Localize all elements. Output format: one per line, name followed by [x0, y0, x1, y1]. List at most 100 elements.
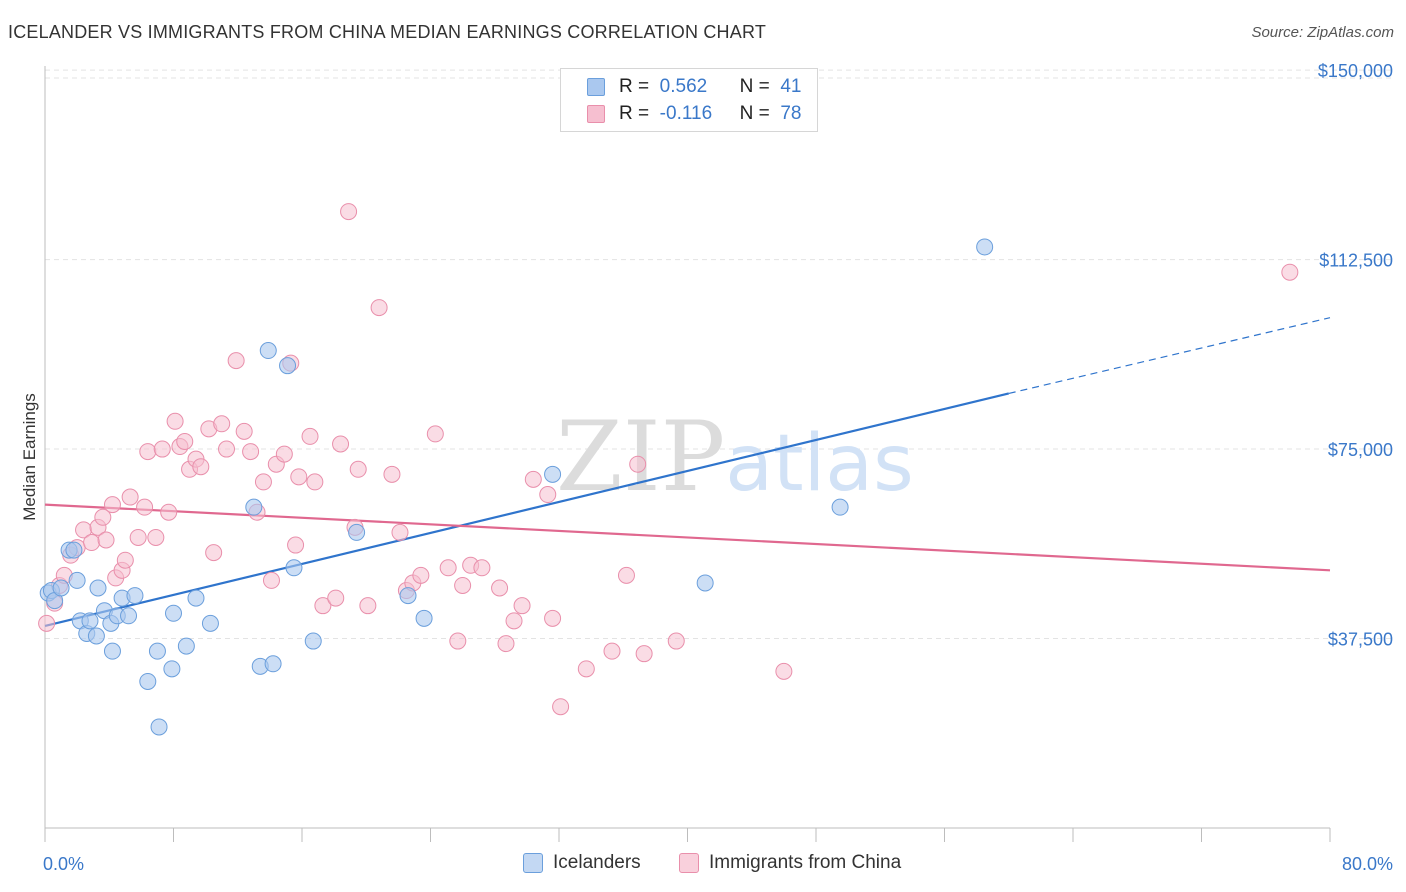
immigrants-point — [439, 559, 457, 577]
icelanders-points — [39, 238, 994, 736]
immigrants-point — [290, 468, 308, 486]
immigrants-point — [218, 440, 236, 458]
immigrants-point — [160, 503, 178, 521]
chart-source: Source: ZipAtlas.com — [1251, 24, 1394, 41]
watermark-atlas: atlas — [725, 419, 914, 509]
series-label-immigrants: Immigrants from China — [709, 852, 902, 873]
immigrants-point — [166, 412, 184, 430]
immigrants-point — [426, 425, 444, 443]
immigrants-point — [227, 352, 245, 370]
icelanders-point — [126, 587, 144, 605]
immigrants-point — [205, 544, 223, 562]
immigrants-point — [153, 440, 171, 458]
immigrants-point — [349, 460, 367, 478]
immigrants-point — [306, 473, 324, 491]
immigrants-point — [332, 435, 350, 453]
icelanders-point — [415, 609, 433, 627]
immigrants-point — [775, 662, 793, 680]
immigrants-point — [617, 566, 635, 584]
immigrants-point — [505, 612, 523, 630]
legend-r-value: -0.116 — [659, 103, 713, 124]
icelanders-point — [245, 498, 263, 516]
icelanders-point — [65, 541, 83, 559]
icelanders-point — [259, 342, 277, 360]
legend-n-label: N = — [739, 76, 770, 97]
icelanders-point — [150, 718, 168, 736]
immigrants-point — [667, 632, 685, 650]
immigrants-point — [635, 645, 653, 663]
immigrants-point — [454, 576, 472, 594]
immigrants-point — [577, 660, 595, 678]
icelanders-point — [279, 357, 297, 375]
icelanders-trend-extension — [1008, 317, 1331, 395]
y-tick-label: $75,000 — [1328, 440, 1393, 460]
legend-n-label: N = — [739, 103, 770, 124]
icelanders-point — [831, 498, 849, 516]
icelanders-point — [696, 574, 714, 592]
immigrants-point — [391, 523, 409, 541]
series-legend: Icelanders Immigrants from China — [0, 852, 1406, 878]
legend-swatch-pink — [587, 105, 605, 123]
y-tick-label: $112,500 — [1319, 251, 1393, 271]
icelanders-point — [348, 523, 366, 541]
icelanders-point — [68, 571, 86, 589]
immigrants-point — [83, 534, 101, 552]
immigrants-point — [412, 566, 430, 584]
legend-swatch-blue — [587, 78, 605, 96]
icelanders-point — [163, 660, 181, 678]
immigrants-point — [473, 559, 491, 577]
immigrants-point — [524, 470, 542, 488]
icelanders-point — [304, 632, 322, 650]
immigrants-point — [513, 597, 531, 615]
y-tick-label: $37,500 — [1328, 630, 1393, 650]
series-swatch-blue — [523, 853, 543, 873]
series-legend-icelanders[interactable]: Icelanders — [523, 852, 641, 874]
immigrants-point — [629, 455, 647, 473]
immigrants-trend-line — [44, 503, 1331, 572]
immigrants-point — [235, 422, 253, 440]
legend-row-immigrants: R = -0.116 N = 78 — [587, 102, 801, 126]
icelanders-point — [187, 589, 205, 607]
icelanders-point — [103, 642, 121, 660]
icelanders-point — [201, 614, 219, 632]
legend-r-label: R = — [619, 76, 650, 97]
immigrants-point — [38, 614, 56, 632]
icelanders-point — [87, 627, 105, 645]
immigrants-point — [176, 432, 194, 450]
series-label-icelanders: Icelanders — [553, 852, 641, 873]
series-legend-immigrants[interactable]: Immigrants from China — [679, 852, 901, 874]
immigrants-point — [287, 536, 305, 554]
immigrants-point — [301, 427, 319, 445]
immigrants-point — [136, 498, 154, 516]
icelanders-point — [52, 579, 70, 597]
immigrants-point — [242, 443, 260, 461]
immigrants-point — [97, 531, 115, 549]
x-tick-label: 80.0% — [1342, 854, 1393, 874]
icelanders-point — [148, 642, 166, 660]
immigrants-point — [359, 597, 377, 615]
icelanders-point — [177, 637, 195, 655]
immigrants-point — [147, 528, 165, 546]
immigrants-point — [139, 443, 157, 461]
immigrants-point — [497, 635, 515, 653]
icelanders-point — [544, 465, 562, 483]
correlation-legend: R = 0.562 N = 41 R = -0.116 N = 78 — [560, 68, 818, 132]
legend-row-icelanders: R = 0.562 N = 41 — [587, 75, 801, 99]
immigrants-point — [552, 698, 570, 716]
immigrants-point — [1281, 263, 1299, 281]
immigrants-point — [116, 551, 134, 569]
chart-title: ICELANDER VS IMMIGRANTS FROM CHINA MEDIA… — [8, 22, 767, 42]
icelanders-point — [120, 607, 138, 625]
icelanders-point — [264, 655, 282, 673]
legend-n-value: 78 — [780, 103, 802, 124]
legend-r-value: 0.562 — [659, 76, 708, 97]
icelanders-point — [285, 559, 303, 577]
immigrants-point — [340, 203, 358, 221]
legend-n-value: 41 — [780, 76, 802, 97]
icelanders-point — [399, 587, 417, 605]
y-tick-label: $150,000 — [1318, 61, 1393, 81]
immigrants-point — [94, 508, 112, 526]
series-swatch-pink — [679, 853, 699, 873]
legend-r-label: R = — [619, 103, 650, 124]
